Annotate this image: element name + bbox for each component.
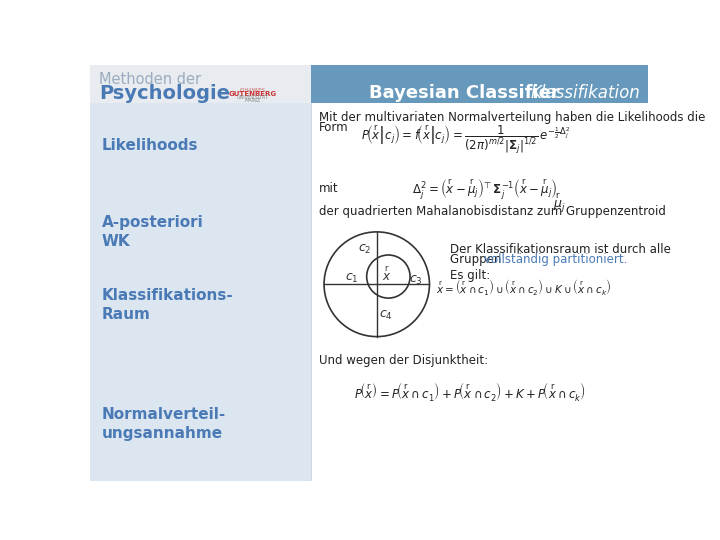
- Text: $\overset{\mathrm{r}}{\mu}_j$: $\overset{\mathrm{r}}{\mu}_j$: [554, 191, 566, 214]
- Text: $\overset{\mathrm{r}}{x}$: $\overset{\mathrm{r}}{x}$: [382, 266, 392, 285]
- Text: Methoden der: Methoden der: [99, 72, 202, 87]
- FancyBboxPatch shape: [311, 103, 648, 481]
- Text: Psychologie: Psychologie: [99, 84, 230, 103]
- Text: GUTENBERG: GUTENBERG: [229, 91, 276, 97]
- Text: $P\!\left(\overset{\mathrm{r}}{x}\middle|c_j\right)= f\!\left(\overset{\mathrm{r: $P\!\left(\overset{\mathrm{r}}{x}\middle…: [361, 124, 570, 157]
- Text: Mit der multivariaten Normalverteilung haben die Likelihoods die: Mit der multivariaten Normalverteilung h…: [319, 111, 705, 124]
- Text: Klassifikations-
Raum: Klassifikations- Raum: [102, 288, 233, 322]
- FancyBboxPatch shape: [90, 103, 311, 481]
- Text: Bayesian Classifier: Bayesian Classifier: [369, 84, 559, 102]
- Text: Likelihoods: Likelihoods: [102, 138, 198, 153]
- Text: Normalverteil-
ungsannahme: Normalverteil- ungsannahme: [102, 408, 226, 441]
- FancyBboxPatch shape: [311, 65, 648, 103]
- Text: $P\!\left(\overset{\mathrm{r}}{x}\right)= P\!\left(\overset{\mathrm{r}}{x}\cap c: $P\!\left(\overset{\mathrm{r}}{x}\right)…: [354, 381, 585, 403]
- Text: vollständig partitioniert.: vollständig partitioniert.: [484, 253, 627, 266]
- Text: MAINZ: MAINZ: [245, 98, 261, 103]
- Text: A-posteriori
WK: A-posteriori WK: [102, 215, 203, 248]
- Text: $\Delta_j^2 = \left(\overset{\mathrm{r}}{x}-\overset{\mathrm{r}}{\mu}_j\right)^{: $\Delta_j^2 = \left(\overset{\mathrm{r}}…: [413, 178, 558, 201]
- Text: mit: mit: [319, 182, 338, 195]
- Text: Der Klassifikationsraum ist durch alle: Der Klassifikationsraum ist durch alle: [451, 244, 671, 256]
- Text: JOHANNES: JOHANNES: [240, 88, 266, 93]
- Text: $c_3$: $c_3$: [409, 274, 423, 287]
- Text: Es gilt:: Es gilt:: [451, 269, 490, 282]
- Text: Und wegen der Disjunktheit:: Und wegen der Disjunktheit:: [319, 354, 487, 367]
- Text: $\overset{\mathrm{r}}{x} = \left(\overset{\mathrm{r}}{x}\cap c_1\right)\cup\left: $\overset{\mathrm{r}}{x} = \left(\overse…: [436, 276, 611, 296]
- Text: Form: Form: [319, 121, 348, 134]
- Text: Gruppen: Gruppen: [451, 253, 505, 266]
- Text: Klassifikation: Klassifikation: [531, 84, 640, 102]
- Text: $c_1$: $c_1$: [345, 272, 359, 285]
- Text: $c_2$: $c_2$: [359, 243, 372, 256]
- Text: der quadrierten Mahalanobisdistanz zum Gruppenzentroid: der quadrierten Mahalanobisdistanz zum G…: [319, 205, 665, 218]
- Text: UNIVERSITÄT: UNIVERSITÄT: [237, 95, 269, 100]
- Text: $c_4$: $c_4$: [379, 308, 393, 322]
- FancyBboxPatch shape: [90, 65, 311, 103]
